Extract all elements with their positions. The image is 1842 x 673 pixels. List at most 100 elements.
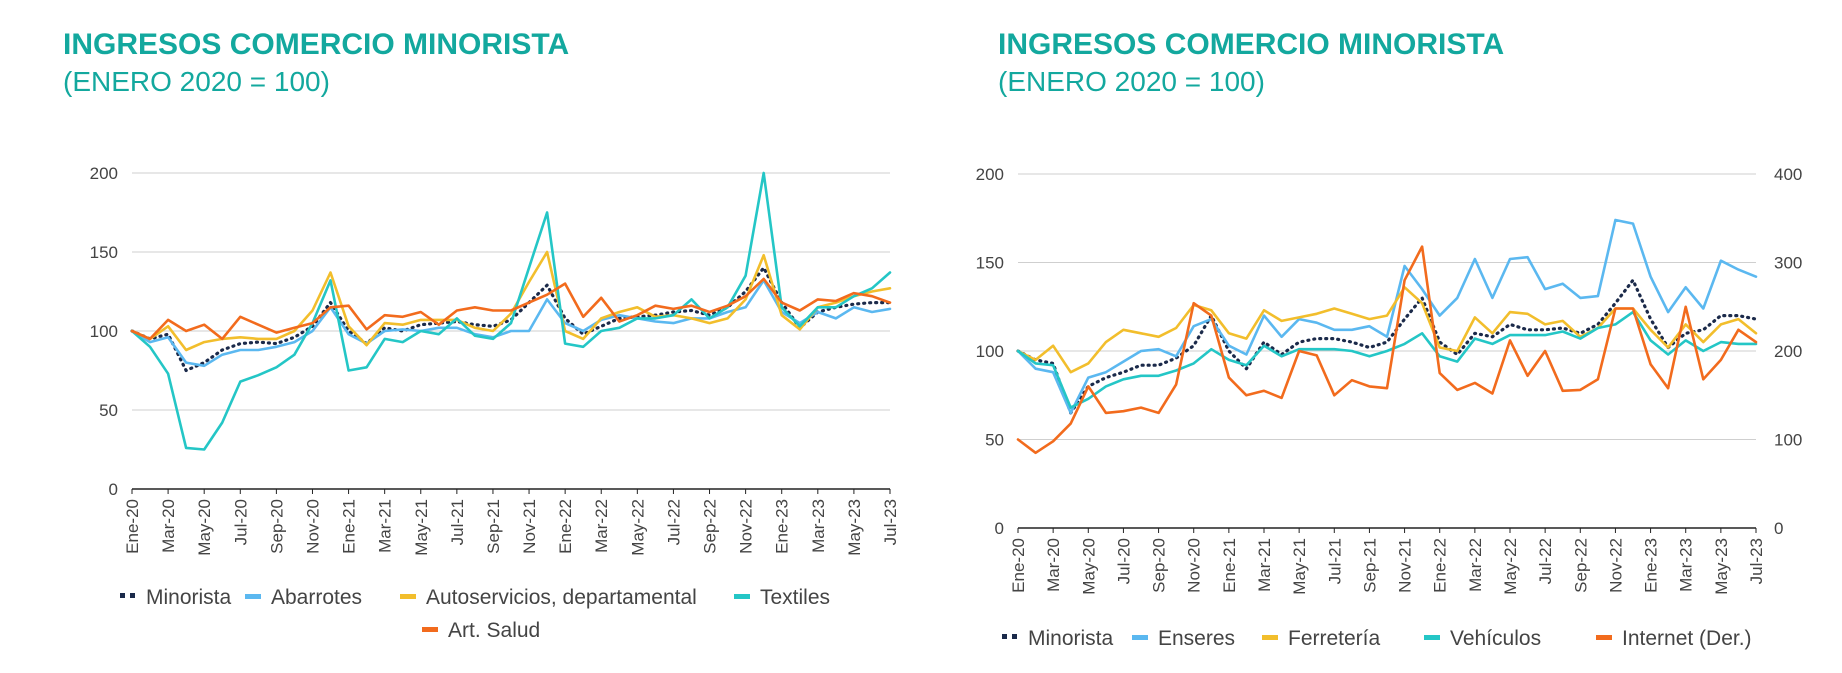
x-tick-label: Ene-22 <box>556 499 575 554</box>
legend-label: Art. Salud <box>448 619 540 642</box>
legend-swatch <box>400 594 416 599</box>
x-tick-label: Sep-22 <box>701 499 720 554</box>
x-tick-label: Nov-21 <box>1396 538 1415 593</box>
legend-swatch <box>120 593 125 598</box>
x-tick-label: Mar-22 <box>592 499 611 553</box>
x-tick-label: May-21 <box>412 499 431 556</box>
x-tick-label: Nov-22 <box>737 499 756 554</box>
y-tick-label: 100 <box>90 322 118 341</box>
y-tick-label: 150 <box>976 254 1004 273</box>
x-tick-label: Sep-20 <box>1150 538 1169 593</box>
x-tick-label: Ene-23 <box>1642 538 1661 593</box>
legend-swatch <box>1002 634 1007 639</box>
legend-swatch <box>245 594 261 599</box>
legend-label: Ferretería <box>1288 627 1381 650</box>
legend-swatch <box>1012 634 1017 639</box>
y2-tick-label: 0 <box>1774 519 1783 538</box>
legend-label: Abarrotes <box>271 586 362 609</box>
x-tick-label: May-20 <box>1079 538 1098 595</box>
legend-label: Minorista <box>1028 627 1114 650</box>
legend-label: Autoservicios, departamental <box>426 586 697 609</box>
chart-panel-left: INGRESOS COMERCIO MINORISTA (ENERO 2020 … <box>63 28 900 642</box>
x-tick-label: Mar-21 <box>1255 538 1274 592</box>
x-tick-label: Jul-21 <box>1325 538 1344 584</box>
x-tick-label: Ene-21 <box>1220 538 1239 593</box>
legend-item-minorista: Minorista <box>120 586 232 609</box>
legend-swatch <box>1424 635 1440 640</box>
x-tick-label: Jul-20 <box>231 499 250 545</box>
x-tick-label: Sep-21 <box>1360 538 1379 593</box>
series-line-minorista <box>1016 278 1758 415</box>
legend-swatch <box>1132 635 1148 640</box>
series-line-art-salud <box>130 277 892 341</box>
legend-item-art-salud: Art. Salud <box>422 619 540 642</box>
series-line-internet-der <box>1016 245 1758 455</box>
y-tick-label: 0 <box>109 480 118 499</box>
legend-label: Vehículos <box>1450 627 1541 650</box>
x-tick-label: Ene-21 <box>340 499 359 554</box>
x-tick-label: Ene-22 <box>1431 538 1450 593</box>
x-tick-label: Nov-21 <box>520 499 539 554</box>
y-tick-label: 50 <box>99 401 118 420</box>
x-tick-label: Jul-20 <box>1114 538 1133 584</box>
legend-item-abarrotes: Abarrotes <box>245 586 362 609</box>
chart-title-left: INGRESOS COMERCIO MINORISTA <box>63 28 570 61</box>
y2-tick-label: 400 <box>1774 165 1802 184</box>
x-tick-label: May-21 <box>1290 538 1309 595</box>
legend-swatch <box>734 594 750 599</box>
x-tick-label: May-22 <box>1501 538 1520 595</box>
legend-item-ferreteria: Ferretería <box>1262 627 1381 650</box>
x-tick-label: Nov-20 <box>1185 538 1204 593</box>
series-line-enseres <box>1016 218 1758 415</box>
x-tick-label: Ene-23 <box>773 499 792 554</box>
x-tick-label: Sep-20 <box>267 499 286 554</box>
legend-item-autoservicios-departamental: Autoservicios, departamental <box>400 586 697 609</box>
x-tick-label: May-20 <box>195 499 214 556</box>
chart-title-right: INGRESOS COMERCIO MINORISTA <box>998 28 1505 61</box>
x-tick-label: Ene-20 <box>123 499 142 554</box>
y-tick-label: 100 <box>976 342 1004 361</box>
legend-item-textiles: Textiles <box>734 586 830 609</box>
x-tick-label: Sep-22 <box>1571 538 1590 593</box>
x-tick-label: Mar-23 <box>809 499 828 553</box>
legend-swatch <box>130 593 135 598</box>
y-tick-label: 0 <box>995 519 1004 538</box>
legend-item-internet-der: Internet (Der.) <box>1596 627 1752 650</box>
x-tick-label: May-22 <box>628 499 647 556</box>
x-tick-label: Jul-23 <box>1747 538 1766 584</box>
legend-item-enseres: Enseres <box>1132 627 1235 650</box>
chart-subtitle-right: (ENERO 2020 = 100) <box>998 66 1265 97</box>
legend-label: Textiles <box>760 586 830 609</box>
legend-swatch <box>422 627 438 632</box>
y2-tick-label: 200 <box>1774 342 1802 361</box>
y-tick-label: 50 <box>985 431 1004 450</box>
x-tick-label: May-23 <box>845 499 864 556</box>
x-tick-label: Nov-20 <box>303 499 322 554</box>
y-tick-label: 200 <box>976 165 1004 184</box>
x-tick-label: Mar-21 <box>376 499 395 553</box>
y2-tick-label: 100 <box>1774 431 1802 450</box>
x-tick-label: Mar-23 <box>1677 538 1696 592</box>
chart-subtitle-left: (ENERO 2020 = 100) <box>63 66 330 97</box>
legend-item-minorista: Minorista <box>1002 627 1114 650</box>
x-tick-label: Mar-22 <box>1466 538 1485 592</box>
legend-label: Enseres <box>1158 627 1235 650</box>
legend-label: Minorista <box>146 586 232 609</box>
x-tick-label: May-23 <box>1712 538 1731 595</box>
line-chart-right: 0 50 100 150 200 0 100 200 300 400 Ene-20 Mar-20 May… <box>976 165 1803 650</box>
series-line-textiles <box>130 171 892 451</box>
y-tick-label: 200 <box>90 164 118 183</box>
x-tick-label: Jul-22 <box>1536 538 1555 584</box>
chart-panel-right: INGRESOS COMERCIO MINORISTA (ENERO 2020 … <box>930 0 1842 673</box>
x-tick-label: Nov-22 <box>1606 538 1625 593</box>
legend-label: Internet (Der.) <box>1622 627 1752 650</box>
legend-item-vehiculos: Vehículos <box>1424 627 1541 650</box>
x-tick-label: Sep-21 <box>484 499 503 554</box>
x-tick-label: Jul-22 <box>664 499 683 545</box>
y2-tick-label: 300 <box>1774 254 1802 273</box>
line-chart-left: 0 50 100 150 200 Ene-20 Mar-20 May-20 Jul-20 Sep-… <box>90 164 900 642</box>
x-tick-label: Jul-21 <box>448 499 467 545</box>
x-tick-label: Mar-20 <box>1044 538 1063 592</box>
legend-swatch <box>1262 635 1278 640</box>
x-tick-label: Jul-23 <box>881 499 900 545</box>
